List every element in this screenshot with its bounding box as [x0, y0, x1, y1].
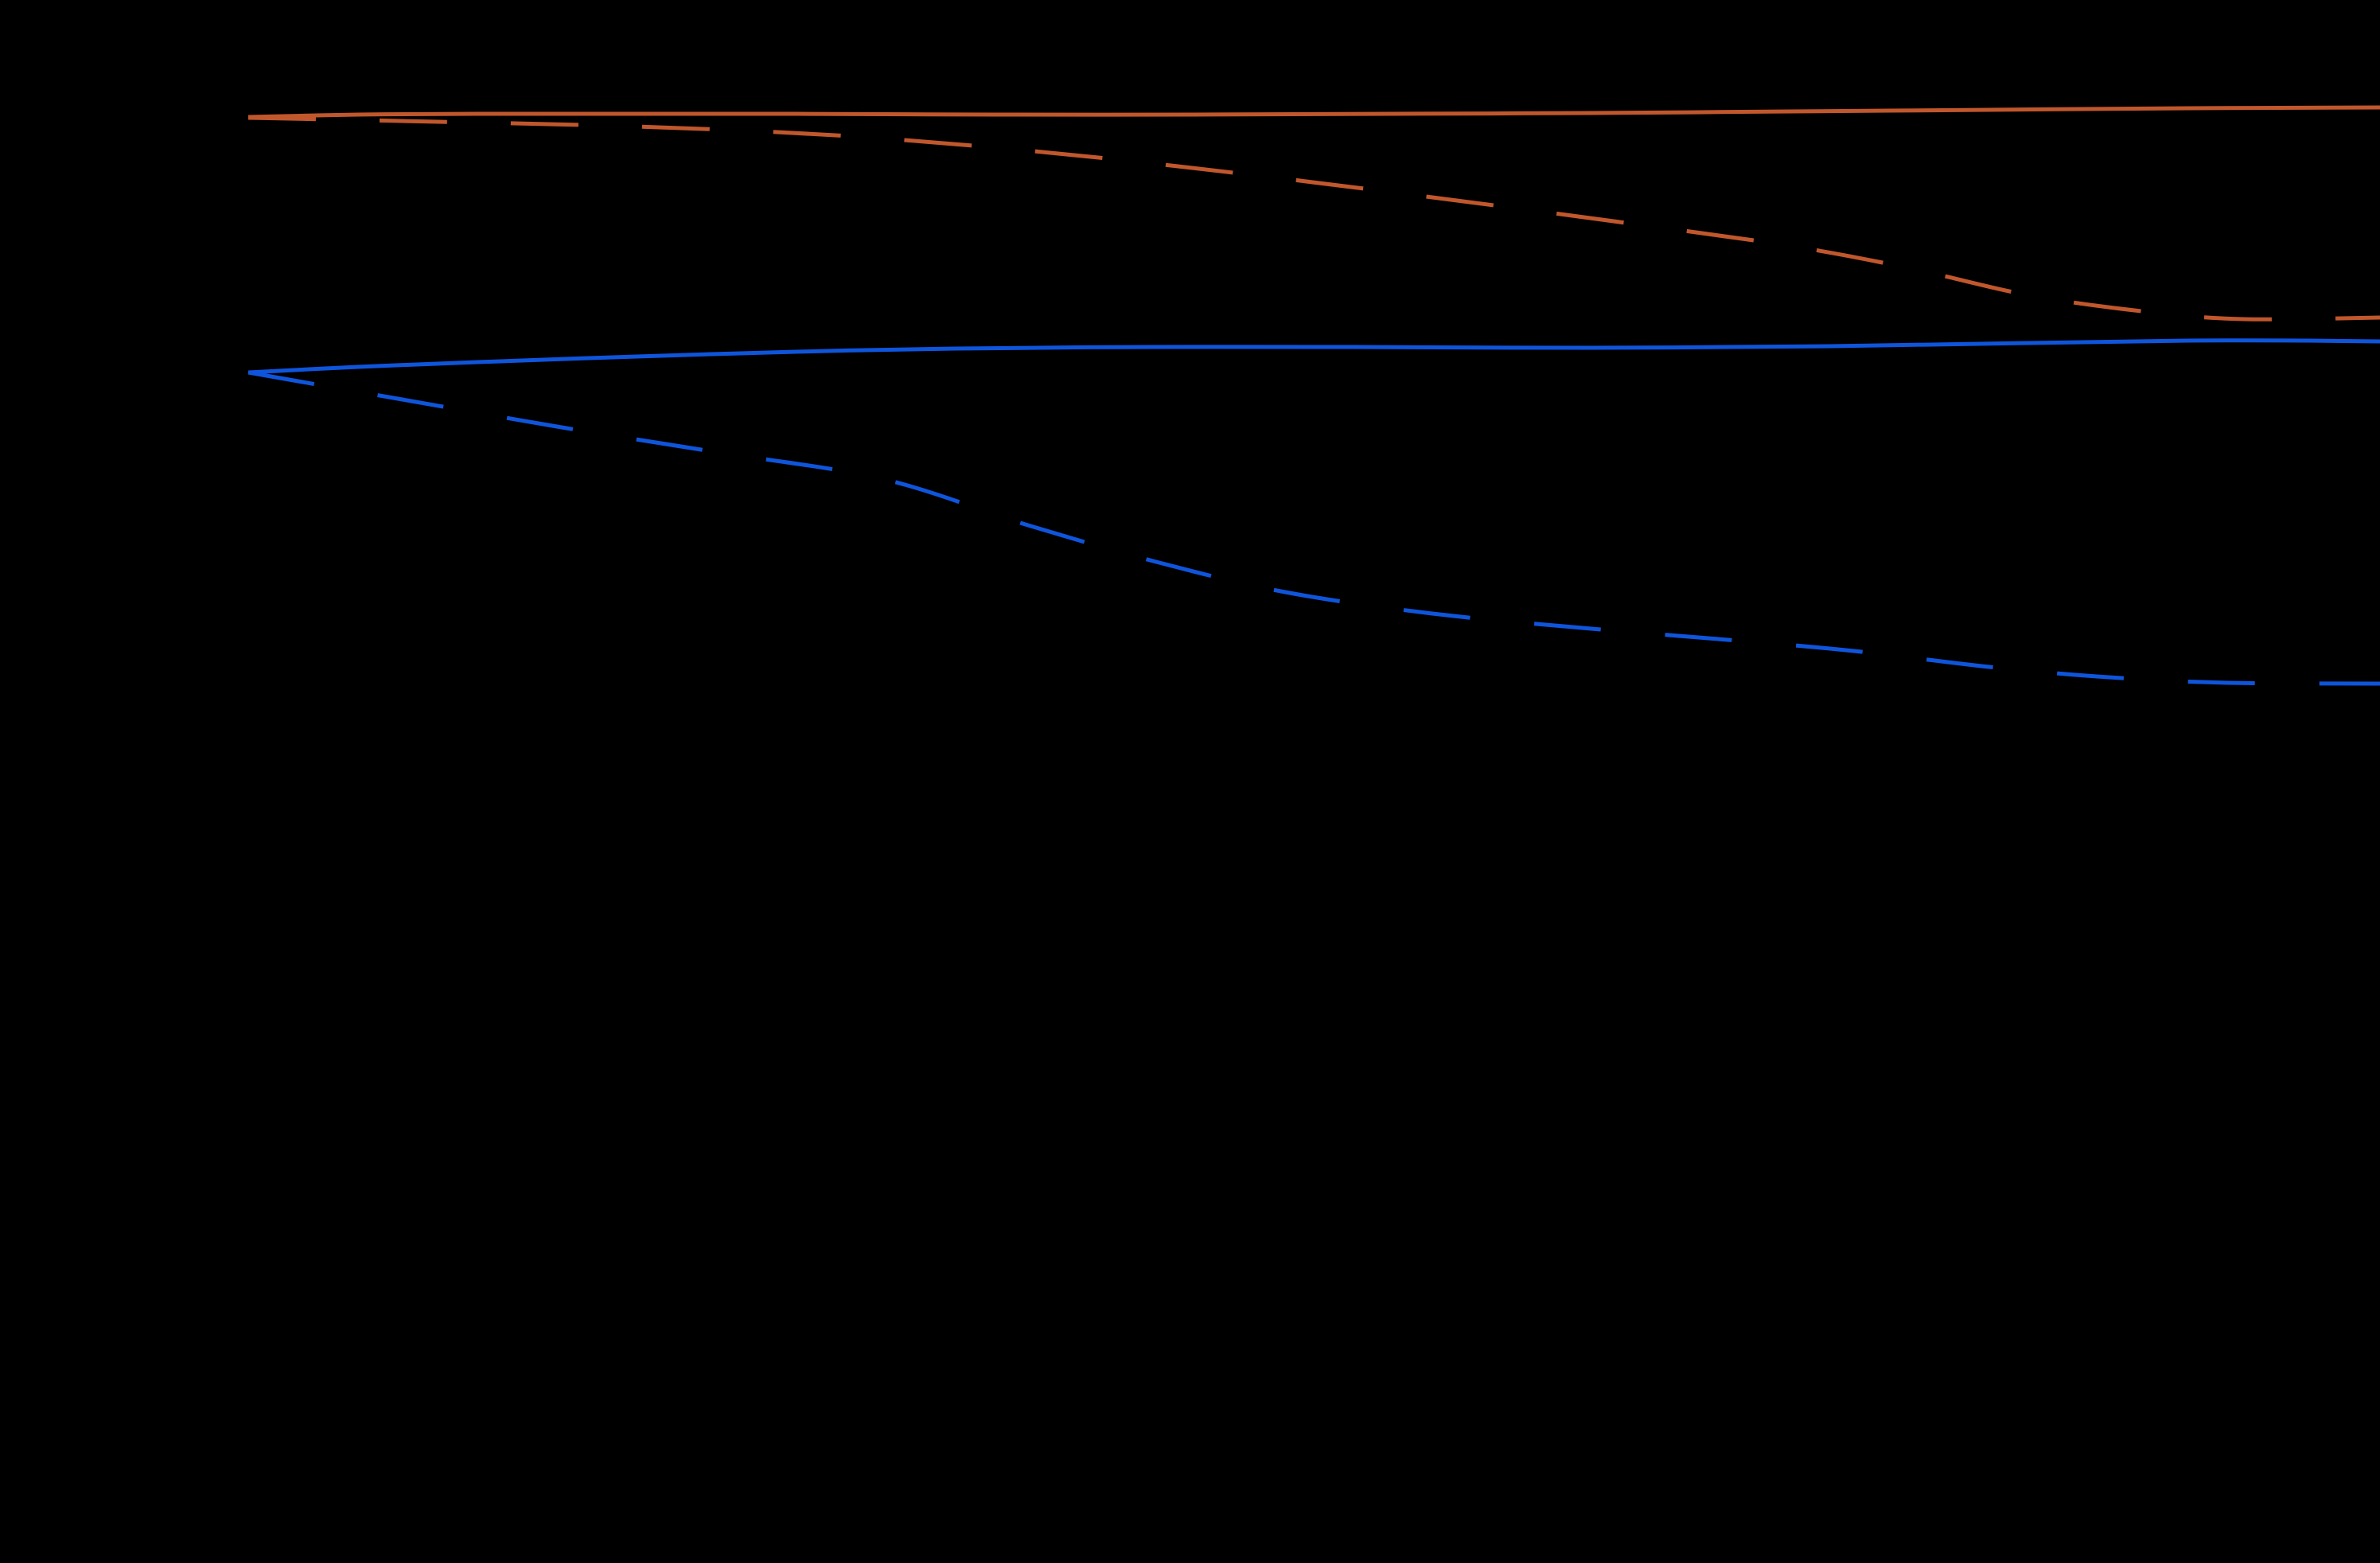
orange-dashed-line — [247, 115, 2380, 322]
blue-solid-line — [247, 338, 2380, 375]
blue-dashed-line — [247, 370, 2380, 686]
orange-solid-line — [247, 105, 2380, 119]
